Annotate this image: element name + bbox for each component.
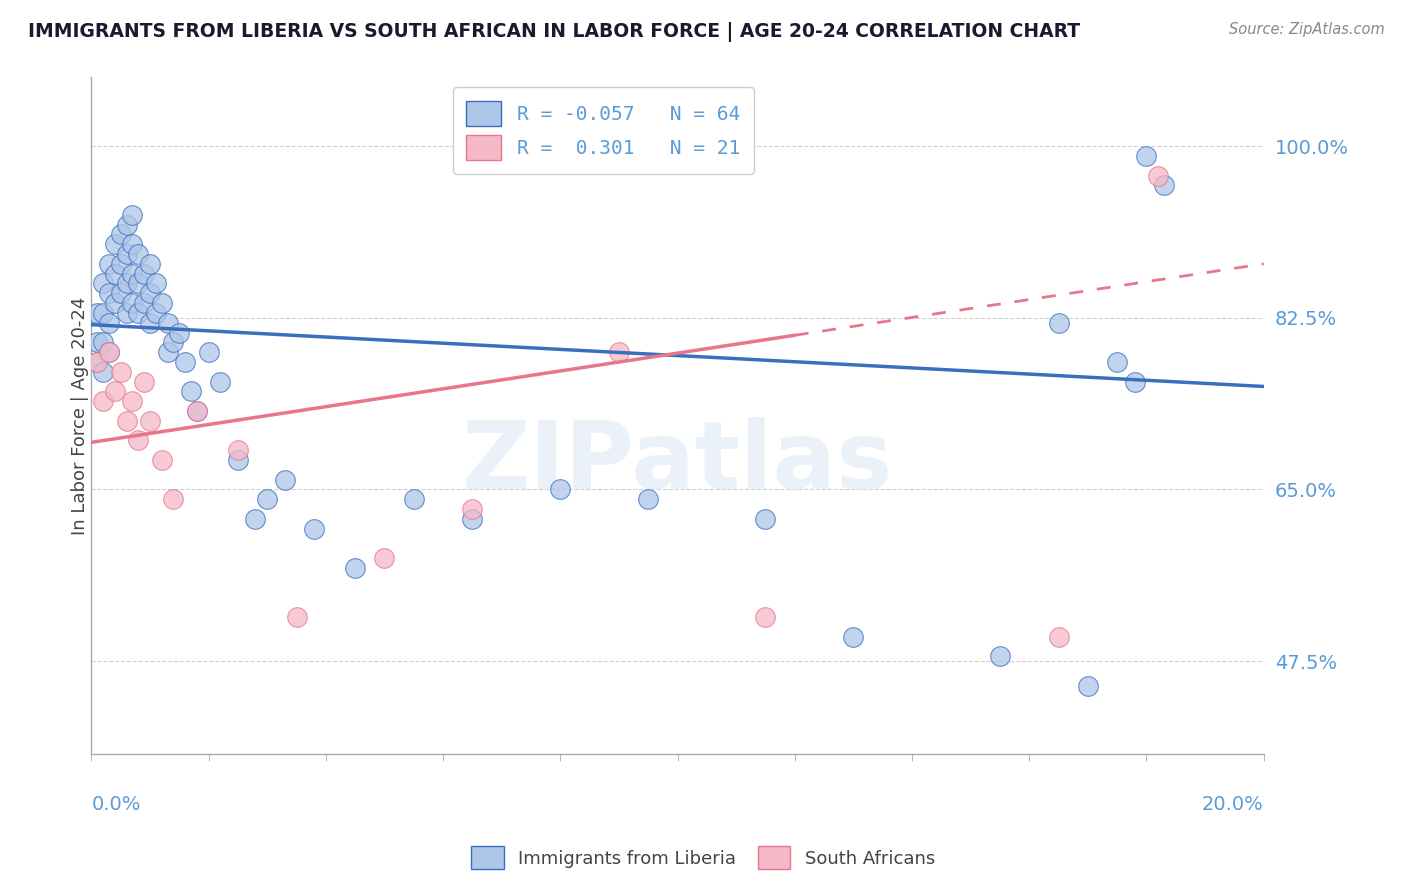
Point xyxy=(139,414,162,428)
Point xyxy=(132,296,155,310)
Point xyxy=(110,365,132,379)
Legend: Immigrants from Liberia, South Africans: Immigrants from Liberia, South Africans xyxy=(463,838,943,879)
Point xyxy=(145,277,167,291)
Point xyxy=(132,375,155,389)
Point xyxy=(550,483,572,497)
Point xyxy=(197,345,219,359)
Point xyxy=(373,551,395,566)
Point xyxy=(127,306,149,320)
Point xyxy=(145,306,167,320)
Point xyxy=(209,375,232,389)
Point xyxy=(121,237,143,252)
Point xyxy=(186,404,208,418)
Point xyxy=(1135,149,1157,163)
Point xyxy=(121,394,143,409)
Point xyxy=(637,492,659,507)
Point xyxy=(132,267,155,281)
Point xyxy=(180,384,202,399)
Point xyxy=(402,492,425,507)
Point xyxy=(226,443,249,458)
Point xyxy=(1077,679,1099,693)
Point xyxy=(174,355,197,369)
Point xyxy=(139,286,162,301)
Point xyxy=(127,434,149,448)
Legend: R = -0.057   N = 64, R =  0.301   N = 21: R = -0.057 N = 64, R = 0.301 N = 21 xyxy=(453,87,754,174)
Point xyxy=(86,355,108,369)
Point xyxy=(91,335,114,350)
Point xyxy=(344,561,367,575)
Point xyxy=(121,208,143,222)
Point xyxy=(91,365,114,379)
Point xyxy=(150,296,173,310)
Point xyxy=(97,345,120,359)
Point xyxy=(256,492,278,507)
Point xyxy=(461,512,484,526)
Text: 0.0%: 0.0% xyxy=(91,795,141,814)
Point xyxy=(110,227,132,242)
Point xyxy=(245,512,267,526)
Point xyxy=(104,237,127,252)
Point xyxy=(86,306,108,320)
Point xyxy=(115,247,138,261)
Point xyxy=(127,277,149,291)
Point xyxy=(1047,630,1070,644)
Point xyxy=(186,404,208,418)
Point xyxy=(121,267,143,281)
Point xyxy=(1153,178,1175,193)
Point xyxy=(115,414,138,428)
Point xyxy=(86,335,108,350)
Point xyxy=(1047,316,1070,330)
Point xyxy=(1107,355,1129,369)
Point xyxy=(91,394,114,409)
Point xyxy=(139,257,162,271)
Text: ZIPatlas: ZIPatlas xyxy=(461,417,893,509)
Point xyxy=(842,630,865,644)
Point xyxy=(91,306,114,320)
Point xyxy=(169,326,191,340)
Point xyxy=(97,257,120,271)
Point xyxy=(97,286,120,301)
Point xyxy=(139,316,162,330)
Point xyxy=(607,345,630,359)
Point xyxy=(1147,169,1170,183)
Point xyxy=(461,502,484,516)
Point xyxy=(104,267,127,281)
Point xyxy=(156,316,179,330)
Point xyxy=(104,384,127,399)
Point xyxy=(988,649,1011,664)
Point xyxy=(754,512,776,526)
Point xyxy=(121,296,143,310)
Point xyxy=(97,316,120,330)
Point xyxy=(110,257,132,271)
Point xyxy=(115,277,138,291)
Point xyxy=(162,492,184,507)
Point xyxy=(226,453,249,467)
Point xyxy=(754,610,776,624)
Point xyxy=(150,453,173,467)
Point xyxy=(97,345,120,359)
Y-axis label: In Labor Force | Age 20-24: In Labor Force | Age 20-24 xyxy=(72,297,89,535)
Point xyxy=(1123,375,1146,389)
Point xyxy=(127,247,149,261)
Text: IMMIGRANTS FROM LIBERIA VS SOUTH AFRICAN IN LABOR FORCE | AGE 20-24 CORRELATION : IMMIGRANTS FROM LIBERIA VS SOUTH AFRICAN… xyxy=(28,22,1080,42)
Point xyxy=(86,355,108,369)
Text: Source: ZipAtlas.com: Source: ZipAtlas.com xyxy=(1229,22,1385,37)
Point xyxy=(91,277,114,291)
Point xyxy=(162,335,184,350)
Point xyxy=(115,218,138,232)
Point xyxy=(285,610,308,624)
Point xyxy=(115,306,138,320)
Point xyxy=(104,296,127,310)
Point xyxy=(110,286,132,301)
Point xyxy=(156,345,179,359)
Point xyxy=(302,522,325,536)
Point xyxy=(274,473,297,487)
Text: 20.0%: 20.0% xyxy=(1202,795,1264,814)
